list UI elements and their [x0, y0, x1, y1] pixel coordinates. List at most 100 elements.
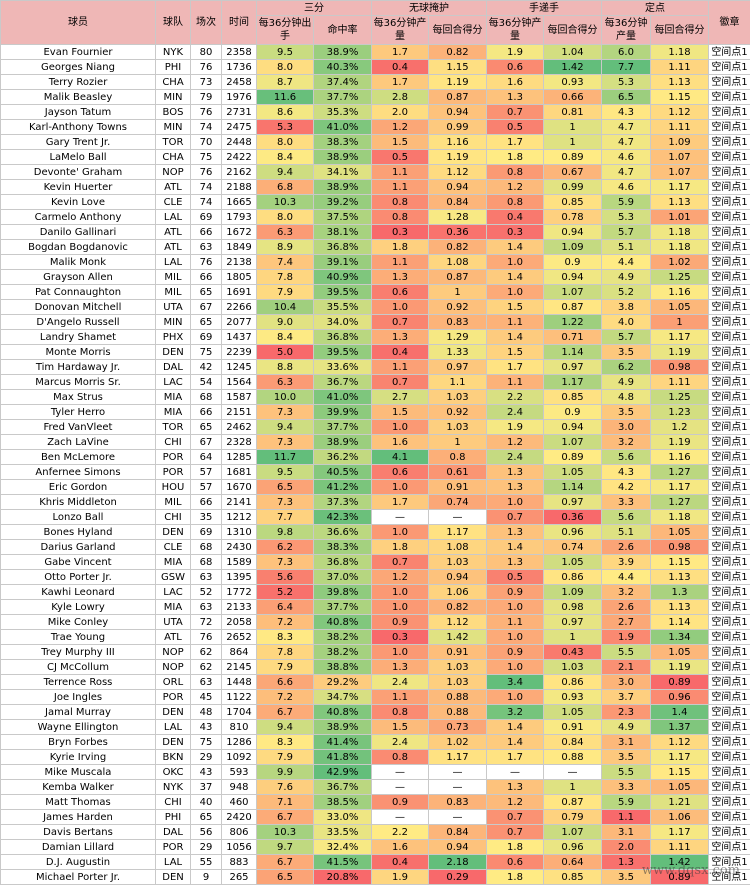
badge-cell: 空间点1: [709, 285, 750, 300]
team-cell: CLE: [156, 195, 191, 210]
fga36-cell: 10.3: [257, 195, 314, 210]
minutes-cell: 1772: [222, 585, 257, 600]
spot-ppp-cell: 1.19: [651, 345, 709, 360]
badge-cell: 空间点1: [709, 90, 750, 105]
badge-cell: 空间点1: [709, 450, 750, 465]
games-cell: 75: [191, 735, 222, 750]
open-ppp-cell: 0.88: [429, 690, 487, 705]
open-ppp-cell: 1.12: [429, 165, 487, 180]
spot-ppp-cell: 1.14: [651, 615, 709, 630]
team-cell: NOP: [156, 645, 191, 660]
handoff-ppp-cell: 1: [544, 135, 602, 150]
spot-ppp-cell: 1: [651, 315, 709, 330]
open-pts36-cell: 1.0: [372, 600, 429, 615]
spot-pts36-cell: 4.0: [602, 315, 651, 330]
spot-pts36-cell: 3.2: [602, 435, 651, 450]
fga36-cell: 7.3: [257, 495, 314, 510]
handoff-pts36-cell: 1.3: [487, 90, 544, 105]
badge-cell: 空间点1: [709, 240, 750, 255]
team-cell: MIA: [156, 555, 191, 570]
three-pct-cell: 37.0%: [314, 570, 372, 585]
handoff-pts36-cell: 1.0: [487, 255, 544, 270]
minutes-cell: 2151: [222, 405, 257, 420]
minutes-cell: 1672: [222, 225, 257, 240]
spot-pts36-cell: 3.8: [602, 300, 651, 315]
col-header-handoff-pts36: 每36分钟产量: [487, 16, 544, 45]
spot-pts36-cell: 5.9: [602, 795, 651, 810]
spot-pts36-cell: 6.2: [602, 360, 651, 375]
fga36-cell: 8.3: [257, 735, 314, 750]
col-header-open-pts36: 每36分钟产量: [372, 16, 429, 45]
games-cell: 69: [191, 330, 222, 345]
handoff-pts36-cell: 0.7: [487, 810, 544, 825]
spot-ppp-cell: 1.17: [651, 180, 709, 195]
player-name-cell: Georges Niang: [1, 60, 156, 75]
fga36-cell: 7.8: [257, 270, 314, 285]
handoff-pts36-cell: 0.7: [487, 510, 544, 525]
fga36-cell: 8.0: [257, 210, 314, 225]
spot-ppp-cell: 1.34: [651, 630, 709, 645]
handoff-pts36-cell: 1.3: [487, 525, 544, 540]
spot-pts36-cell: 2.6: [602, 600, 651, 615]
three-pct-cell: 42.9%: [314, 765, 372, 780]
games-cell: 76: [191, 165, 222, 180]
fga36-cell: 7.2: [257, 615, 314, 630]
minutes-cell: 265: [222, 870, 257, 885]
player-name-cell: Donovan Mitchell: [1, 300, 156, 315]
games-cell: 66: [191, 405, 222, 420]
spot-pts36-cell: 3.0: [602, 420, 651, 435]
games-cell: 67: [191, 300, 222, 315]
spot-ppp-cell: 1.18: [651, 240, 709, 255]
team-cell: NOP: [156, 660, 191, 675]
player-name-cell: Joe Ingles: [1, 690, 156, 705]
spot-ppp-cell: 1.17: [651, 480, 709, 495]
fga36-cell: 11.7: [257, 450, 314, 465]
open-pts36-cell: 1.0: [372, 300, 429, 315]
spot-pts36-cell: 4.4: [602, 570, 651, 585]
open-pts36-cell: 1.0: [372, 420, 429, 435]
open-pts36-cell: 0.4: [372, 60, 429, 75]
minutes-cell: 2077: [222, 315, 257, 330]
handoff-pts36-cell: 1.2: [487, 795, 544, 810]
team-cell: DAL: [156, 825, 191, 840]
minutes-cell: 2462: [222, 420, 257, 435]
player-name-cell: Landry Shamet: [1, 330, 156, 345]
fga36-cell: 6.7: [257, 810, 314, 825]
team-cell: MIA: [156, 600, 191, 615]
three-pct-cell: 38.3%: [314, 540, 372, 555]
spot-ppp-cell: 1.12: [651, 105, 709, 120]
open-pts36-cell: 0.7: [372, 555, 429, 570]
open-ppp-cell: 1.42: [429, 630, 487, 645]
fga36-cell: 8.3: [257, 630, 314, 645]
col-header-spot-pts36: 每36分钟产量: [602, 16, 651, 45]
open-pts36-cell: 1.1: [372, 255, 429, 270]
player-name-cell: Michael Porter Jr.: [1, 870, 156, 885]
spot-pts36-cell: 3.3: [602, 780, 651, 795]
badge-cell: 空间点1: [709, 480, 750, 495]
player-name-cell: D'Angelo Russell: [1, 315, 156, 330]
player-name-cell: Trae Young: [1, 630, 156, 645]
spot-pts36-cell: 5.1: [602, 525, 651, 540]
three-pct-cell: 36.7%: [314, 780, 372, 795]
team-cell: MIL: [156, 285, 191, 300]
player-name-cell: Malik Monk: [1, 255, 156, 270]
games-cell: 70: [191, 135, 222, 150]
spot-pts36-cell: 5.9: [602, 195, 651, 210]
open-ppp-cell: 0.94: [429, 840, 487, 855]
spot-ppp-cell: 1.05: [651, 525, 709, 540]
open-pts36-cell: 1.6: [372, 840, 429, 855]
fga36-cell: 8.8: [257, 360, 314, 375]
spot-pts36-cell: 5.5: [602, 765, 651, 780]
three-pct-cell: 39.1%: [314, 255, 372, 270]
fga36-cell: 9.4: [257, 720, 314, 735]
spot-ppp-cell: 1.2: [651, 420, 709, 435]
team-cell: CHI: [156, 795, 191, 810]
handoff-pts36-cell: 0.8: [487, 195, 544, 210]
